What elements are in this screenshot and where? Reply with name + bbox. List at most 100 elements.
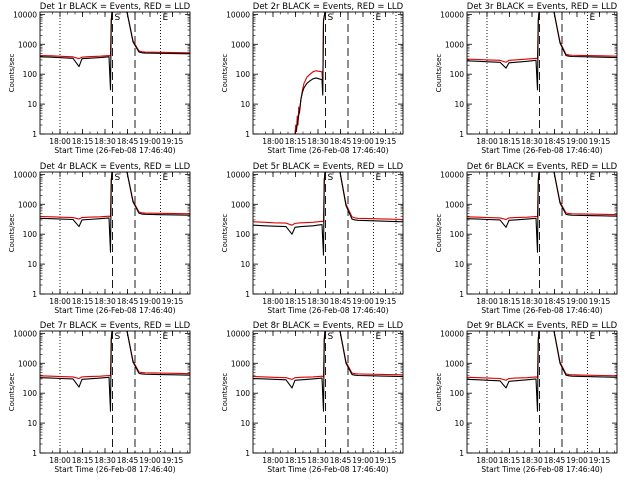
y-tick-label: 1000 [231,200,250,209]
panel-det-7: Det 7r BLACK = Events, RED = LLD 1 10 100 10… [8,321,191,474]
x-tick-label: 18:00 [476,297,498,306]
plot-frame [39,11,191,135]
data-layer [294,12,328,134]
y-tick-label: 1 [32,449,37,458]
marker-label: E [163,332,169,342]
x-tick-label: 18:30 [307,456,329,465]
x-tick-label: 19:00 [352,137,374,146]
x-tick-label: 18:15 [499,297,521,306]
marker-label: S [328,332,334,342]
x-tick-label: 19:00 [139,137,161,146]
marker-label: S [115,13,121,23]
y-tick-label: 1000 [231,359,250,368]
y-tick-label: 10 [240,100,250,109]
x-tick-label: 18:15 [72,297,94,306]
x-tick-label: 18:45 [117,456,139,465]
marker-label: E [590,332,596,342]
x-tick-label: 18:00 [262,297,284,306]
y-tick-label: 100 [450,70,465,79]
marker-label: S [115,173,121,183]
marker-label: E [376,173,382,183]
x-tick-label: 18:45 [330,456,352,465]
y-tick-label: 10 [27,419,37,428]
x-tick-label: 18:30 [521,297,543,306]
x-axis-label: Start Time (26-Feb-08 17:46:40) [54,146,175,155]
y-tick-label: 10000 [13,10,37,19]
y-axis-label: Counts/sec [8,54,16,93]
x-tick-label: 19:00 [566,297,588,306]
x-tick-label: 18:30 [307,297,329,306]
y-axis-label: Counts/sec [435,373,443,412]
y-tick-label: 100 [450,230,465,239]
x-tick-label: 18:45 [117,297,139,306]
plot-frame [252,171,404,295]
marker-label: S [115,332,121,342]
data-layer [467,331,617,412]
x-tick-label: 18:45 [117,137,139,146]
y-tick-label: 1000 [18,359,37,368]
x-axis-label: Start Time (26-Feb-08 17:46:40) [267,146,388,155]
x-tick-label: 18:00 [49,297,71,306]
x-axis-label: Start Time (26-Feb-08 17:46:40) [481,306,602,315]
x-tick-label: 19:00 [352,297,374,306]
panel-det-4: Det 4r BLACK = Events, RED = LLD 1 10 100 10… [8,162,191,315]
panel-det-3: Det 3r BLACK = Events, RED = LLD 1 10 100 10… [435,2,618,155]
marker-label: E [590,173,596,183]
x-tick-label: 18:30 [521,456,543,465]
x-axis-label: Start Time (26-Feb-08 17:46:40) [54,306,175,315]
panel-title: Det 7r BLACK = Events, RED = LLD [40,321,191,331]
y-tick-label: 1 [459,130,464,139]
panel-det-2: Det 2r BLACK = Events, RED = LLD 1 10 100 10… [221,2,404,155]
x-tick-label: 19:00 [139,297,161,306]
x-tick-label: 19:15 [162,137,184,146]
series-events-line [40,331,190,412]
plot-frame [466,171,618,295]
y-tick-label: 1000 [231,40,250,49]
y-tick-label: 10 [454,260,464,269]
y-tick-label: 100 [450,389,465,398]
x-tick-label: 19:15 [162,456,184,465]
y-tick-label: 10000 [440,329,464,338]
data-layer [253,172,403,256]
marker-label: E [163,13,169,23]
y-tick-label: 10000 [226,329,250,338]
panel-title: Det 9r BLACK = Events, RED = LLD [467,321,618,331]
plot-frame [39,171,191,295]
panel-title: Det 5r BLACK = Events, RED = LLD [253,162,404,172]
y-tick-label: 1000 [18,200,37,209]
x-axis-label: Start Time (26-Feb-08 17:46:40) [481,465,602,474]
panel-det-5: Det 5r BLACK = Events, RED = LLD 1 10 100 10… [221,162,404,315]
data-layer [40,331,190,412]
y-axis-label: Counts/sec [221,214,229,253]
x-tick-label: 18:00 [262,456,284,465]
x-tick-label: 19:15 [589,137,611,146]
y-tick-label: 10 [240,260,250,269]
plot-frame [39,330,191,454]
y-tick-label: 10000 [440,10,464,19]
x-tick-label: 19:15 [589,456,611,465]
y-tick-label: 10 [454,100,464,109]
x-tick-label: 18:30 [521,137,543,146]
y-tick-label: 10000 [226,170,250,179]
panel-det-8: Det 8r BLACK = Events, RED = LLD 1 10 100 10… [221,321,404,474]
x-axis-label: Start Time (26-Feb-08 17:46:40) [481,146,602,155]
data-layer [40,12,190,91]
x-tick-label: 18:45 [544,297,566,306]
y-tick-label: 100 [236,70,251,79]
x-tick-label: 18:00 [49,456,71,465]
x-tick-label: 19:15 [375,297,397,306]
y-tick-label: 1 [32,130,37,139]
x-tick-label: 18:30 [94,137,116,146]
plot-frame [466,11,618,135]
plot-frame [252,330,404,454]
y-tick-label: 10 [27,100,37,109]
y-axis-label: Counts/sec [8,373,16,412]
x-tick-label: 19:00 [352,456,374,465]
y-tick-label: 1 [245,130,250,139]
y-axis-label: Counts/sec [221,373,229,412]
x-axis-label: Start Time (26-Feb-08 17:46:40) [267,306,388,315]
panel-title: Det 1r BLACK = Events, RED = LLD [40,2,191,12]
panel-title: Det 4r BLACK = Events, RED = LLD [40,162,191,172]
